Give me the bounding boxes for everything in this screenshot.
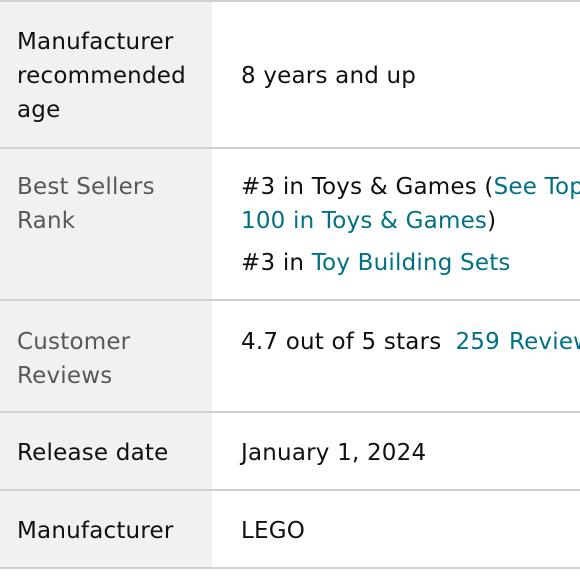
row-divider bbox=[0, 567, 580, 569]
rank-toys-prefix: #3 in Toys & Games ( bbox=[241, 174, 494, 200]
label-cell-reviews: Customer Reviews bbox=[0, 301, 212, 411]
label-age-line-1: Manufacturer bbox=[17, 29, 174, 55]
rank-line-3: #3 in Toy Building Sets bbox=[241, 246, 580, 280]
row-divider bbox=[0, 411, 580, 413]
label-manufacturer: Manufacturer bbox=[17, 518, 174, 544]
label-rank-line-1: Best Sellers bbox=[17, 174, 155, 200]
value-release: January 1, 2024 bbox=[241, 440, 427, 466]
review-count-link[interactable]: 259 bbox=[455, 329, 500, 355]
value-age: 8 years and up bbox=[241, 63, 417, 89]
value-cell-release: January 1, 2024 bbox=[212, 413, 580, 489]
see-top-100-link[interactable]: See Top bbox=[493, 174, 580, 200]
rank-building-prefix: #3 in bbox=[241, 250, 312, 276]
label-release: Release date bbox=[17, 440, 169, 466]
label-rank-line-2: Rank bbox=[17, 208, 76, 234]
row-divider bbox=[0, 489, 580, 491]
label-age-line-2: recommended bbox=[17, 63, 186, 89]
reviews-line: 4.7 out of 5 stars 259 Reviews bbox=[241, 325, 580, 359]
row-divider bbox=[0, 0, 580, 2]
value-manufacturer: LEGO bbox=[241, 518, 306, 544]
see-top-100-link-continued[interactable]: 100 in Toys & Games bbox=[241, 208, 488, 234]
rating-text: 4.7 out of 5 stars bbox=[241, 329, 442, 355]
value-cell-age: 8 years and up bbox=[212, 2, 580, 147]
rank-line-2: 100 in Toys & Games) bbox=[241, 204, 580, 238]
row-divider bbox=[0, 299, 580, 301]
value-cell-reviews: 4.7 out of 5 stars 259 Reviews bbox=[212, 301, 580, 411]
rank-line-1: #3 in Toys & Games (See Top bbox=[241, 170, 580, 204]
label-age-line-3: age bbox=[17, 97, 61, 123]
toy-building-sets-link[interactable]: Toy Building Sets bbox=[311, 250, 511, 276]
reviews-link[interactable]: Reviews bbox=[508, 329, 580, 355]
label-reviews-line-1: Customer bbox=[17, 329, 131, 355]
row-divider bbox=[0, 147, 580, 149]
label-cell-manufacturer: Manufacturer bbox=[0, 491, 212, 567]
value-cell-rank: #3 in Toys & Games (See Top 100 in Toys … bbox=[212, 149, 580, 299]
label-reviews-line-2: Reviews bbox=[17, 363, 113, 389]
value-cell-manufacturer: LEGO bbox=[212, 491, 580, 567]
label-cell-age: Manufacturer recommended age bbox=[0, 2, 212, 147]
rank-toys-suffix: ) bbox=[487, 208, 497, 234]
label-cell-rank: Best Sellers Rank bbox=[0, 149, 212, 299]
label-cell-release: Release date bbox=[0, 413, 212, 489]
